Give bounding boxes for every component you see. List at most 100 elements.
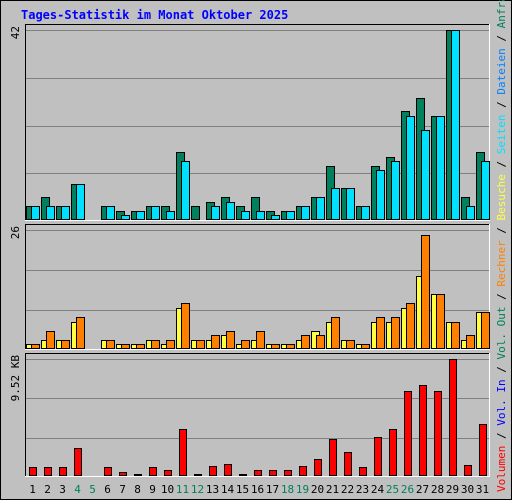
bar-volumen-day-17 <box>269 470 277 476</box>
bar-volumen-day-15 <box>239 474 247 476</box>
bar-rechner-day-25 <box>391 317 400 349</box>
legend-item-vol-in: Vol. In <box>495 379 508 425</box>
legend-item-dateien: Dateien <box>495 48 508 94</box>
bar-volumen-day-31 <box>479 424 487 476</box>
bar-rechner-day-9 <box>151 340 160 349</box>
chart-title: Tages-Statistik im Monat Oktober 2025 <box>21 8 288 22</box>
x-tick-label-day-4: 4 <box>74 483 81 496</box>
x-tick-label-day-25: 25 <box>386 483 399 496</box>
bar-rechner-day-4 <box>76 317 85 349</box>
bar-volumen-day-7 <box>119 472 127 476</box>
bar-volumen-day-24 <box>374 437 382 476</box>
bar-rechner-day-29 <box>451 322 460 349</box>
x-tick-label-day-28: 28 <box>431 483 444 496</box>
panel-visits-max-label: 26 <box>9 226 22 239</box>
legend-item-vol-out: Vol. Out <box>495 307 508 360</box>
legend-separator: / <box>495 28 508 48</box>
x-tick-label-day-10: 10 <box>161 483 174 496</box>
chart-panels: 42 26 9.52 KB <box>9 24 490 477</box>
bar-volumen-day-16 <box>254 470 262 476</box>
bar-rechner-day-14 <box>226 331 235 349</box>
bar-dateien-day-17 <box>271 215 280 220</box>
x-tick-label-day-13: 13 <box>206 483 219 496</box>
bar-rechner-day-6 <box>106 340 115 349</box>
legend-item-anfragen: Anfragen <box>495 0 508 28</box>
x-tick-label-day-30: 30 <box>461 483 474 496</box>
x-axis-day-labels: 1 2 3 4 5 6 7 8 9 10 11 12 13 14 15 16 17 18 19 20 21 22 23 24 2… <box>29 483 489 496</box>
bar-volumen-day-20 <box>314 459 322 476</box>
legend-separator: / <box>495 220 508 240</box>
x-tick-label-day-8: 8 <box>134 483 141 496</box>
bar-rechner-day-11 <box>181 303 190 349</box>
bar-volumen-day-4 <box>74 448 82 476</box>
bar-dateien-day-11 <box>181 161 190 220</box>
bar-dateien-day-29 <box>451 30 460 220</box>
bar-rechner-day-1 <box>31 344 40 349</box>
bar-volumen-day-6 <box>104 467 112 476</box>
x-tick-label-day-24: 24 <box>371 483 385 496</box>
bar-volumen-day-9 <box>149 467 157 476</box>
panel-volume-max-label: 9.52 KB <box>9 355 22 402</box>
bar-rechner-day-27 <box>421 235 430 349</box>
bar-volumen-day-8 <box>134 474 142 476</box>
bar-rechner-day-18 <box>286 344 295 349</box>
legend-separator: / <box>495 287 508 307</box>
bar-dateien-day-22 <box>346 188 355 220</box>
bar-dateien-day-10 <box>166 211 175 220</box>
bar-volumen-day-12 <box>194 474 202 476</box>
x-tick-label-day-20: 20 <box>311 483 324 496</box>
x-tick-label-day-1: 1 <box>29 483 36 496</box>
bar-dateien-day-19 <box>301 206 310 220</box>
bar-dateien-day-15 <box>241 211 250 220</box>
x-tick-label-day-9: 9 <box>149 483 156 496</box>
bar-dateien-day-2 <box>46 206 55 220</box>
bar-volumen-day-26 <box>404 391 412 476</box>
bar-rechner-day-7 <box>121 344 130 349</box>
bar-dateien-day-27 <box>421 130 430 220</box>
bar-volumen-day-11 <box>179 429 187 476</box>
legend-item-seiten: Seiten <box>495 114 508 154</box>
x-tick-label-day-23: 23 <box>356 483 369 496</box>
bar-rechner-day-19 <box>301 335 310 349</box>
bar-rechner-day-26 <box>406 303 415 349</box>
bar-dateien-day-6 <box>106 206 115 220</box>
bar-volumen-day-1 <box>29 467 37 476</box>
bar-volumen-day-2 <box>44 467 52 476</box>
bar-rechner-day-17 <box>271 344 280 349</box>
x-tick-label-day-22: 22 <box>341 483 354 496</box>
bar-volumen-day-18 <box>284 470 292 476</box>
x-tick-label-day-7: 7 <box>119 483 126 496</box>
bar-rechner-day-20 <box>316 335 325 349</box>
bar-rechner-day-24 <box>376 317 385 349</box>
x-tick-label-day-2: 2 <box>44 483 51 496</box>
panel-visits: 26 <box>9 224 490 350</box>
bar-dateien-day-21 <box>331 188 340 220</box>
bar-dateien-day-14 <box>226 202 235 220</box>
bar-rechner-day-23 <box>361 344 370 349</box>
legend-separator: / <box>495 360 508 380</box>
bar-volumen-day-27 <box>419 385 427 476</box>
bar-rechner-day-8 <box>136 344 145 349</box>
bar-dateien-day-23 <box>361 206 370 220</box>
bar-dateien-day-13 <box>211 206 220 220</box>
x-tick-label-day-12: 12 <box>191 483 204 496</box>
bar-dateien-day-31 <box>481 161 490 220</box>
legend-item-volumen: Volumen <box>495 446 508 492</box>
bar-dateien-day-18 <box>286 211 295 220</box>
x-tick-label-day-16: 16 <box>251 483 264 496</box>
bar-dateien-day-8 <box>136 211 145 220</box>
bar-rechner-day-22 <box>346 340 355 349</box>
bar-dateien-day-28 <box>436 116 445 220</box>
bar-volumen-day-10 <box>164 470 172 476</box>
bar-anfragen-day-12 <box>191 206 200 220</box>
legend-separator: / <box>495 95 508 115</box>
x-tick-label-day-27: 27 <box>416 483 429 496</box>
bar-dateien-day-20 <box>316 197 325 220</box>
bar-dateien-day-16 <box>256 211 265 220</box>
bar-dateien-day-25 <box>391 161 400 220</box>
panel-hits: 42 <box>9 24 490 221</box>
x-tick-label-day-14: 14 <box>221 483 235 496</box>
legend-item-rechner: Rechner <box>495 240 508 287</box>
bar-rechner-day-21 <box>331 317 340 349</box>
